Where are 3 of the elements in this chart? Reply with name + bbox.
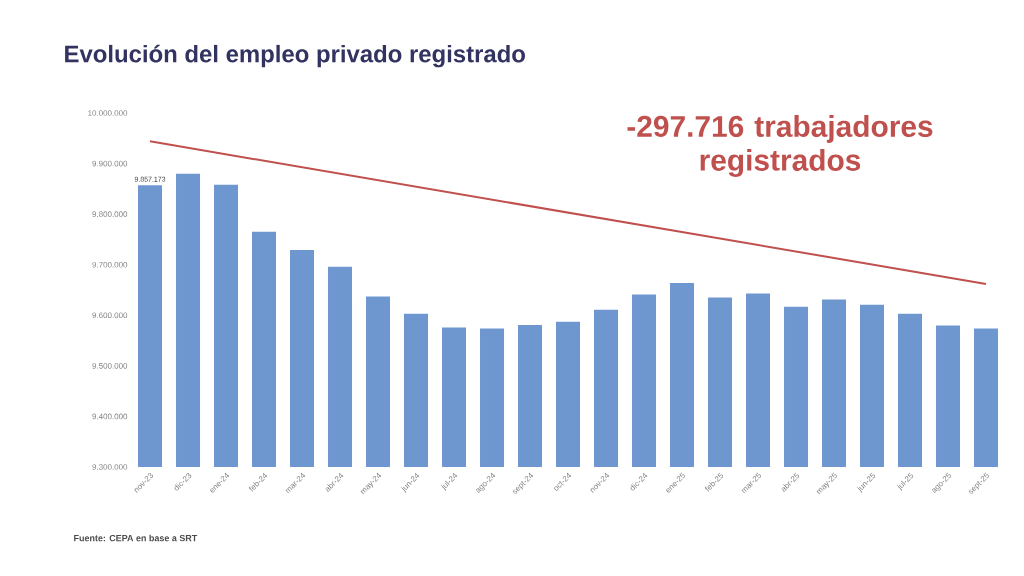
chart-title: Evolución del empleo privado registrado [65,44,525,68]
annotation: -297.716 trabajadores registrados [627,115,933,177]
source-note: Fuente: CEPA en base a SRT [74,534,198,542]
